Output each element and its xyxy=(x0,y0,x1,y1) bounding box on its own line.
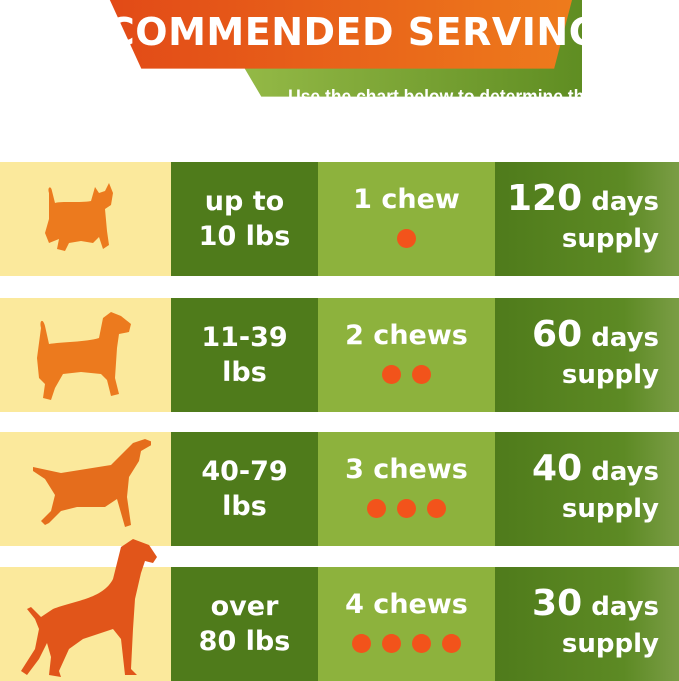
weight-cell: up to 10 lbs xyxy=(171,162,318,276)
supply-label: supply xyxy=(561,629,659,659)
dog-icon-cell xyxy=(0,162,171,276)
days-label: 120 days xyxy=(507,180,659,221)
chew-dot xyxy=(367,499,386,518)
days-number: 30 xyxy=(532,583,583,624)
weight-label: 80 lbs xyxy=(198,626,291,657)
weight-cell: 11-39 lbs xyxy=(171,298,318,412)
dog-icon-cell xyxy=(0,432,171,546)
chews-cell: 1 chew xyxy=(318,162,495,276)
great-dane-dog-icon xyxy=(21,539,157,677)
supply-cell: 30 days supply xyxy=(495,567,679,681)
serving-row: up to 10 lbs 1 chew 120 days supply xyxy=(0,162,679,276)
chew-dot xyxy=(412,634,431,653)
chews-cell: 2 chews xyxy=(318,298,495,412)
chew-dot xyxy=(382,634,401,653)
airedale-terrier-dog-icon xyxy=(36,311,131,400)
chews-label: 3 chews xyxy=(345,454,468,485)
supply-cell: 40 days supply xyxy=(495,432,679,546)
supply-cell: 120 days supply xyxy=(495,162,679,276)
weight-label: lbs xyxy=(222,357,267,388)
chew-dots xyxy=(397,229,416,248)
serving-row: over 80 lbs 4 chews 30 days supply xyxy=(0,539,679,681)
chew-dot xyxy=(412,365,431,384)
orange-banner-shape xyxy=(109,0,572,69)
serving-row: 40-79 lbs 3 chews 40 days supply xyxy=(0,432,679,546)
weight-label: 40-79 xyxy=(201,456,288,487)
supply-cell: 60 days supply xyxy=(495,298,679,412)
subtitle-line-1: Use the chart below to determine the num… xyxy=(288,87,663,108)
page-title: RECOMMENDED SERVINGS xyxy=(50,10,629,54)
days-unit: days xyxy=(591,323,659,353)
dog-icon-cell xyxy=(0,539,171,681)
days-number: 60 xyxy=(532,314,583,355)
subtitle-line-2: of soft chews needed for your pet: xyxy=(377,115,663,136)
days-label: 40 days xyxy=(532,450,659,491)
chew-dot xyxy=(382,365,401,384)
chews-cell: 4 chews xyxy=(318,567,495,681)
chew-dots xyxy=(382,365,431,384)
weight-cell: 40-79 lbs xyxy=(171,432,318,546)
chews-label: 4 chews xyxy=(345,589,468,620)
days-unit: days xyxy=(591,187,659,217)
days-unit: days xyxy=(591,592,659,622)
days-number: 120 xyxy=(507,178,583,219)
days-label: 60 days xyxy=(532,316,659,357)
weight-label: over xyxy=(210,591,279,622)
chew-dots xyxy=(352,634,461,653)
chew-dots xyxy=(367,499,446,518)
chew-dot xyxy=(352,634,371,653)
chew-dot xyxy=(397,229,416,248)
days-unit: days xyxy=(591,457,659,487)
chew-dot xyxy=(442,634,461,653)
chews-cell: 3 chews xyxy=(318,432,495,546)
header-banner xyxy=(109,0,583,97)
pointer-dog-icon xyxy=(32,438,151,527)
supply-label: supply xyxy=(561,494,659,524)
weight-label: 11-39 xyxy=(201,322,288,353)
chew-dot xyxy=(397,499,416,518)
chews-label: 2 chews xyxy=(345,320,468,351)
chews-label: 1 chew xyxy=(353,184,460,215)
small-terrier-dog-icon xyxy=(44,183,113,251)
supply-label: supply xyxy=(561,360,659,390)
dog-icon-cell xyxy=(0,298,171,412)
days-label: 30 days xyxy=(532,585,659,626)
supply-label: supply xyxy=(561,224,659,254)
subtitle: Use the chart below to determine the num… xyxy=(221,84,663,140)
weight-label: 10 lbs xyxy=(198,221,291,252)
weight-label: lbs xyxy=(222,491,267,522)
chew-dot xyxy=(427,499,446,518)
weight-cell: over 80 lbs xyxy=(171,567,318,681)
days-number: 40 xyxy=(532,448,583,489)
serving-row: 11-39 lbs 2 chews 60 days supply xyxy=(0,298,679,412)
weight-label: up to xyxy=(204,186,285,217)
